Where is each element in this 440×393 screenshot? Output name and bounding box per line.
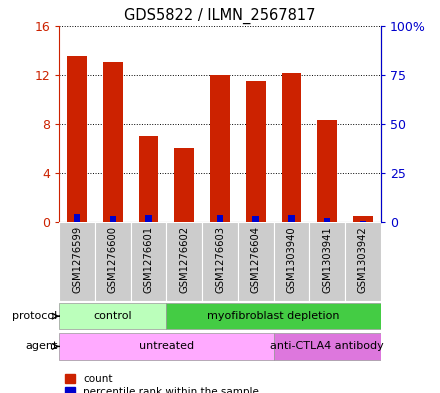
Legend: count, percentile rank within the sample: count, percentile rank within the sample xyxy=(65,374,259,393)
Bar xyxy=(110,216,116,222)
Bar xyxy=(67,56,87,222)
Bar xyxy=(59,333,274,360)
Bar xyxy=(166,222,202,301)
Title: GDS5822 / ILMN_2567817: GDS5822 / ILMN_2567817 xyxy=(124,8,316,24)
Bar xyxy=(210,75,230,222)
Bar xyxy=(253,216,259,222)
Bar xyxy=(282,73,301,222)
Text: agent: agent xyxy=(25,342,58,351)
Bar xyxy=(288,215,295,222)
Text: GSM1276603: GSM1276603 xyxy=(215,226,225,293)
Bar xyxy=(246,81,265,222)
Text: control: control xyxy=(94,310,132,321)
Text: untreated: untreated xyxy=(139,341,194,351)
Bar xyxy=(274,333,381,360)
Bar xyxy=(217,215,223,222)
Bar xyxy=(317,120,337,222)
Bar xyxy=(145,215,152,222)
Text: GSM1303942: GSM1303942 xyxy=(358,226,368,293)
Text: GSM1276601: GSM1276601 xyxy=(143,226,154,293)
Bar xyxy=(274,222,309,301)
Bar xyxy=(345,222,381,301)
Text: protocol: protocol xyxy=(12,311,58,321)
Bar xyxy=(103,62,123,222)
Bar xyxy=(309,222,345,301)
Text: GSM1303940: GSM1303940 xyxy=(286,226,297,293)
Bar xyxy=(324,218,330,222)
Bar xyxy=(95,222,131,301)
Bar xyxy=(238,222,274,301)
Text: myofibroblast depletion: myofibroblast depletion xyxy=(207,310,340,321)
Bar xyxy=(74,214,81,222)
Bar xyxy=(202,222,238,301)
Text: GSM1276599: GSM1276599 xyxy=(72,226,82,294)
Bar xyxy=(175,148,194,222)
Bar xyxy=(166,303,381,329)
Text: GSM1276600: GSM1276600 xyxy=(108,226,118,293)
Bar xyxy=(131,222,166,301)
Text: GSM1303941: GSM1303941 xyxy=(322,226,332,293)
Bar xyxy=(59,303,166,329)
Text: GSM1276604: GSM1276604 xyxy=(251,226,260,293)
Bar xyxy=(59,222,95,301)
Bar xyxy=(359,221,366,222)
Bar xyxy=(139,136,158,222)
Text: anti-CTLA4 antibody: anti-CTLA4 antibody xyxy=(270,341,384,351)
Text: GSM1276602: GSM1276602 xyxy=(180,226,189,293)
Bar xyxy=(353,216,373,222)
